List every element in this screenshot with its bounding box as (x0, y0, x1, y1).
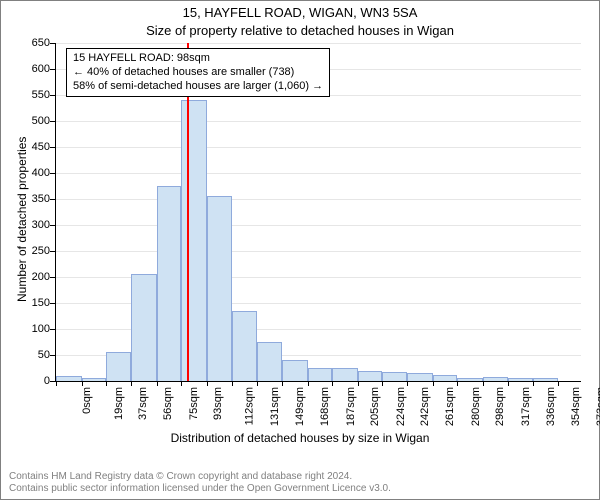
footer-attribution: Contains HM Land Registry data © Crown c… (9, 471, 391, 495)
y-axis-label: Number of detached properties (15, 137, 29, 302)
y-tick-label: 350 (32, 193, 56, 205)
x-tick-label: 168sqm (319, 387, 331, 426)
y-tick-label: 400 (32, 167, 56, 179)
y-tick-label: 250 (32, 245, 56, 257)
x-tick-label: 336sqm (545, 387, 557, 426)
x-tick-label: 112sqm (243, 387, 255, 425)
y-tick-label: 650 (32, 37, 56, 49)
annotation-line-1: 15 HAYFELL ROAD: 98sqm (73, 52, 323, 66)
histogram-bar (106, 352, 132, 381)
x-tick-label: 93sqm (212, 387, 224, 420)
x-tick-label: 75sqm (188, 387, 200, 420)
y-tick-label: 100 (32, 323, 56, 335)
annotation-line-3: 58% of semi-detached houses are larger (… (73, 80, 323, 94)
histogram-bar (407, 373, 433, 381)
y-tick-label: 150 (32, 297, 56, 309)
x-tick-label: 187sqm (345, 387, 357, 426)
x-tick-label: 149sqm (294, 387, 306, 426)
x-axis-label: Distribution of detached houses by size … (1, 431, 599, 445)
histogram-bar (382, 372, 408, 381)
histogram-bar (131, 274, 157, 381)
x-tick-label: 56sqm (162, 387, 174, 420)
x-axis-line (56, 381, 581, 382)
x-tick-label: 261sqm (444, 387, 456, 426)
annotation-line-2: ← 40% of detached houses are smaller (73… (73, 66, 323, 80)
footer-line-2: Contains public sector information licen… (9, 483, 391, 495)
y-tick-label: 450 (32, 141, 56, 153)
histogram-bar (332, 368, 358, 381)
plot-area: 0501001502002503003504004505005506006500… (56, 43, 581, 381)
y-tick-label: 500 (32, 115, 56, 127)
chart-subtitle: Size of property relative to detached ho… (1, 23, 599, 38)
x-tick-label: 280sqm (470, 387, 482, 426)
x-tick-label: 0sqm (81, 387, 93, 414)
histogram-bar (358, 371, 382, 381)
y-tick-label: 600 (32, 63, 56, 75)
histogram-bar (282, 360, 308, 381)
histogram-bar (157, 186, 181, 381)
gridline (56, 251, 581, 252)
chart-container: { "chart": { "type": "histogram", "title… (0, 0, 600, 500)
x-tick-label: 131sqm (269, 387, 281, 426)
x-tick-label: 298sqm (494, 387, 506, 426)
histogram-bar (181, 100, 207, 381)
y-tick-label: 200 (32, 271, 56, 283)
x-tick-label: 224sqm (395, 387, 407, 426)
x-tick-label: 354sqm (570, 387, 582, 426)
gridline (56, 173, 581, 174)
x-tick-label: 205sqm (369, 387, 381, 426)
histogram-bar (207, 196, 233, 381)
x-tick-label: 373sqm (595, 387, 600, 426)
gridline (56, 121, 581, 122)
y-axis-line (55, 43, 56, 381)
chart-title: 15, HAYFELL ROAD, WIGAN, WN3 5SA (1, 5, 599, 20)
histogram-bar (232, 311, 256, 381)
gridline (56, 43, 581, 44)
x-tick-label: 242sqm (419, 387, 431, 426)
x-tick-label: 317sqm (520, 387, 532, 426)
annotation-box: 15 HAYFELL ROAD: 98sqm← 40% of detached … (66, 48, 330, 97)
histogram-bar (308, 368, 332, 381)
histogram-bar (257, 342, 283, 381)
x-tick-label: 37sqm (137, 387, 149, 420)
y-tick-label: 550 (32, 89, 56, 101)
gridline (56, 199, 581, 200)
y-tick-label: 300 (32, 219, 56, 231)
gridline (56, 147, 581, 148)
y-tick-label: 50 (38, 349, 56, 361)
gridline (56, 225, 581, 226)
footer-line-1: Contains HM Land Registry data © Crown c… (9, 471, 391, 483)
x-tick-label: 19sqm (113, 387, 125, 420)
